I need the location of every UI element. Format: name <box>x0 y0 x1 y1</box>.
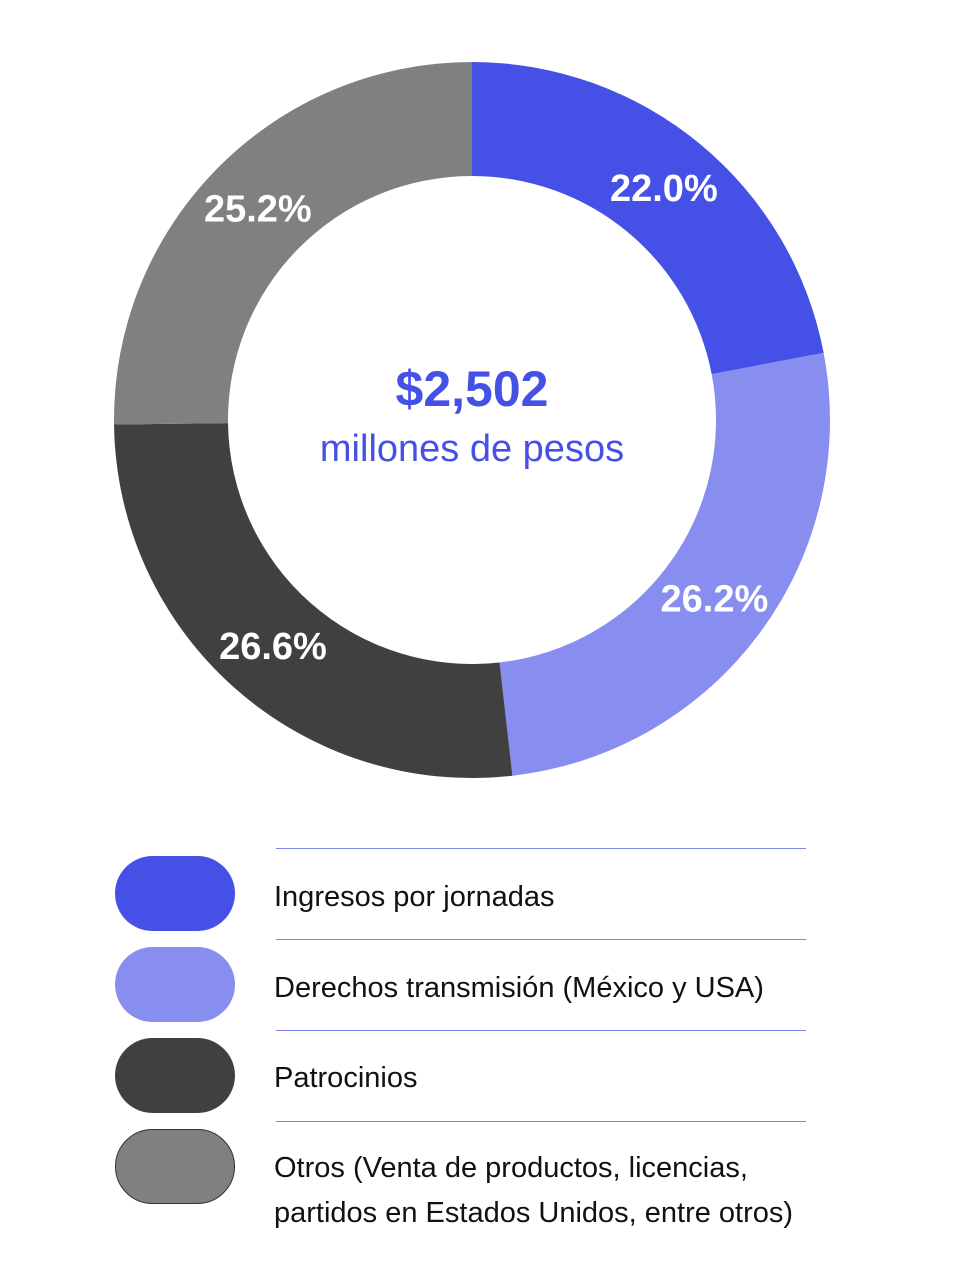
slice-label-0: 22.0% <box>610 168 718 210</box>
legend-divider <box>276 939 806 940</box>
legend-divider <box>276 1030 806 1031</box>
donut-slice-3 <box>113 62 472 425</box>
donut-slice-2 <box>114 423 513 778</box>
legend-swatch-derechos <box>115 947 235 1022</box>
legend-label-ingresos: Ingresos por jornadas <box>274 881 555 913</box>
legend-swatch-otros <box>115 1129 235 1204</box>
donut-chart: 22.0% 26.2% 26.6% 25.2% <box>113 62 830 778</box>
slice-label-1: 26.2% <box>661 578 769 620</box>
legend-label-patrocinios: Patrocinios <box>274 1062 418 1094</box>
donut-slice-0 <box>472 62 824 375</box>
legend-label-otros-line2: partidos en Estados Unidos, entre otros) <box>274 1197 794 1229</box>
total-value: $2,502 <box>395 361 549 417</box>
slice-label-2: 26.6% <box>219 626 327 668</box>
legend-label-derechos: Derechos transmisión (México y USA) <box>274 972 764 1004</box>
legend-swatch-patrocinios <box>115 1038 235 1113</box>
legend-swatch-ingresos <box>115 856 235 931</box>
legend-divider <box>276 848 806 849</box>
total-unit: millones de pesos <box>319 428 625 470</box>
slice-label-3: 25.2% <box>204 189 312 231</box>
legend-label-otros-line1: Otros (Venta de productos, licencias, <box>274 1152 748 1184</box>
donut-slice-1 <box>499 352 830 776</box>
legend-divider <box>276 1121 806 1122</box>
